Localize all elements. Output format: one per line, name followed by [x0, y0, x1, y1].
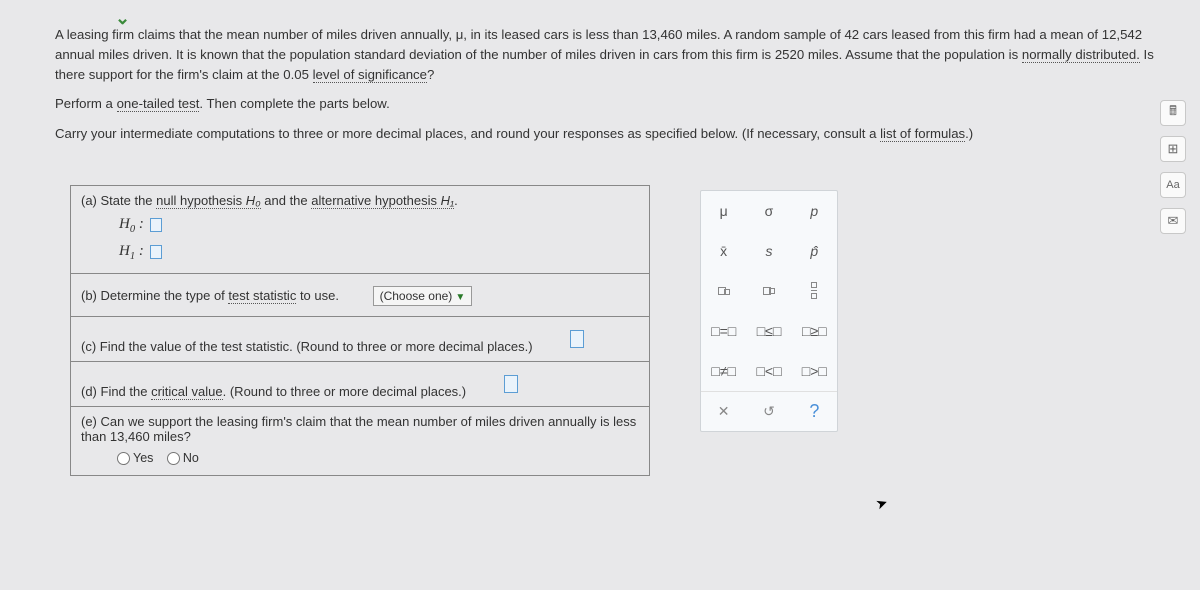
- symbol-mu[interactable]: μ: [701, 191, 746, 231]
- symbol-le[interactable]: □≤□: [746, 311, 791, 351]
- text: A leasing firm claims that the mean numb…: [55, 27, 642, 42]
- symbol-lt[interactable]: □<□: [746, 351, 791, 391]
- link-null-hypothesis[interactable]: null hypothesis H₀: [156, 193, 261, 209]
- part-a: (a) State the null hypothesis H₀ and the…: [71, 186, 649, 273]
- link-alternative-hypothesis[interactable]: alternative hypothesis H₁: [311, 193, 454, 209]
- link-normally-distributed[interactable]: normally distributed.: [1022, 47, 1140, 63]
- symbol-gt[interactable]: □>□: [792, 351, 837, 391]
- link-test-statistic[interactable]: test statistic: [228, 288, 296, 304]
- calculator-icon[interactable]: 🖩: [1160, 100, 1186, 126]
- no-text: No: [183, 451, 199, 465]
- h0-row: H0 :: [119, 216, 639, 235]
- text: State the: [101, 193, 157, 208]
- right-toolbar: 🖩 ⊞ Aa ✉: [1160, 100, 1188, 244]
- h1-symbol: H: [119, 243, 130, 259]
- symbol-ne[interactable]: □≠□: [701, 351, 746, 391]
- text: annual miles driven. It is known that th…: [55, 47, 775, 62]
- part-label: (e): [81, 414, 101, 429]
- symbol-phat[interactable]: p̂: [792, 231, 837, 271]
- critical-value-input[interactable]: [504, 375, 518, 393]
- yes-no-radios: Yes No: [117, 451, 639, 465]
- link-one-tailed-test[interactable]: one-tailed test: [117, 96, 200, 112]
- text: to use.: [296, 288, 339, 303]
- part-label: (d): [81, 384, 101, 399]
- h1-row: H1 :: [119, 243, 639, 262]
- symbol-xbar[interactable]: x̄: [701, 231, 746, 271]
- value: 2520: [775, 47, 804, 62]
- link-list-of-formulas[interactable]: list of formulas: [880, 126, 965, 142]
- text: miles?: [150, 429, 191, 444]
- radio-yes-label[interactable]: Yes: [117, 451, 153, 465]
- value: 42: [844, 27, 859, 42]
- symbol-ge[interactable]: □≥□: [792, 311, 837, 351]
- h0-symbol: H: [119, 216, 130, 232]
- part-label: (b): [81, 288, 101, 303]
- text: Find the value of the test statistic. (R…: [100, 339, 533, 354]
- value: 13,460: [110, 429, 150, 444]
- value: 13,460: [642, 27, 682, 42]
- h0-input[interactable]: [150, 218, 162, 232]
- value: 0.05: [283, 67, 309, 82]
- text: miles. Assume that the population is: [804, 47, 1022, 62]
- chevron-down-icon: ▼: [455, 292, 465, 303]
- test-statistic-dropdown[interactable]: (Choose one)▼: [373, 286, 473, 306]
- text: ?: [427, 67, 434, 82]
- yes-text: Yes: [133, 451, 153, 465]
- symbol-subscript[interactable]: [746, 271, 791, 311]
- text: Perform a: [55, 96, 117, 111]
- link-critical-value[interactable]: critical value: [151, 384, 223, 400]
- text: and the: [261, 193, 312, 208]
- font-tool-icon[interactable]: Aa: [1160, 172, 1186, 198]
- radio-yes[interactable]: [117, 452, 130, 465]
- symbol-s[interactable]: s: [746, 231, 791, 271]
- radio-no-label[interactable]: No: [167, 451, 199, 465]
- text: . (Round to three or more decimal places…: [223, 384, 467, 399]
- help-button[interactable]: ?: [792, 392, 837, 431]
- text: Carry your intermediate computations to …: [55, 126, 880, 141]
- part-label: (a): [81, 193, 101, 208]
- table-tool-icon[interactable]: ⊞: [1160, 136, 1186, 162]
- radio-no[interactable]: [167, 452, 180, 465]
- undo-button[interactable]: ↺: [746, 392, 791, 431]
- symbol-equals[interactable]: □=□: [701, 311, 746, 351]
- text: miles. A random sample of: [682, 27, 844, 42]
- h1-input[interactable]: [150, 245, 162, 259]
- symbol-exponent[interactable]: [701, 271, 746, 311]
- mail-icon[interactable]: ✉: [1160, 208, 1186, 234]
- text: cars leased from this firm had a mean of: [859, 27, 1102, 42]
- symbol-p[interactable]: p: [792, 191, 837, 231]
- text: . Then complete the parts below.: [199, 96, 389, 111]
- link-level-of-significance[interactable]: level of significance: [313, 67, 427, 83]
- question-parts-table: (a) State the null hypothesis H₀ and the…: [70, 185, 650, 476]
- test-statistic-input[interactable]: [570, 330, 584, 348]
- value: 12,542: [1102, 27, 1142, 42]
- cursor-icon: ➤: [873, 494, 890, 514]
- part-c: (c) Find the value of the test statistic…: [71, 316, 649, 361]
- text: .): [965, 126, 973, 141]
- clear-button[interactable]: ✕: [701, 392, 746, 431]
- symbol-palette: μ σ p x̄ s p̂ □=□ □≤□ □≥□ □≠□ □<□ □>□ ✕ …: [700, 190, 838, 432]
- part-d: (d) Find the critical value. (Round to t…: [71, 361, 649, 406]
- symbol-sigma[interactable]: σ: [746, 191, 791, 231]
- colon: :: [135, 243, 144, 259]
- part-label: (c): [81, 339, 100, 354]
- part-b: (b) Determine the type of test statistic…: [71, 273, 649, 316]
- dropdown-label: (Choose one): [380, 289, 453, 303]
- problem-statement: A leasing firm claims that the mean numb…: [55, 25, 1155, 144]
- text: Find the: [101, 384, 152, 399]
- text: Determine the type of: [101, 288, 229, 303]
- text: .: [454, 193, 458, 208]
- colon: :: [135, 216, 144, 232]
- symbol-fraction[interactable]: [792, 271, 837, 311]
- part-e: (e) Can we support the leasing firm's cl…: [71, 406, 649, 475]
